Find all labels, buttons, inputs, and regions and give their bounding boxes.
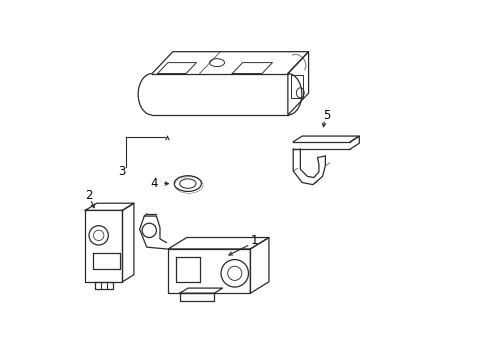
Text: 3: 3 [119, 165, 126, 177]
Text: 1: 1 [250, 234, 258, 247]
Text: 5: 5 [323, 109, 330, 122]
Text: 4: 4 [151, 177, 158, 190]
Text: 2: 2 [85, 189, 92, 202]
